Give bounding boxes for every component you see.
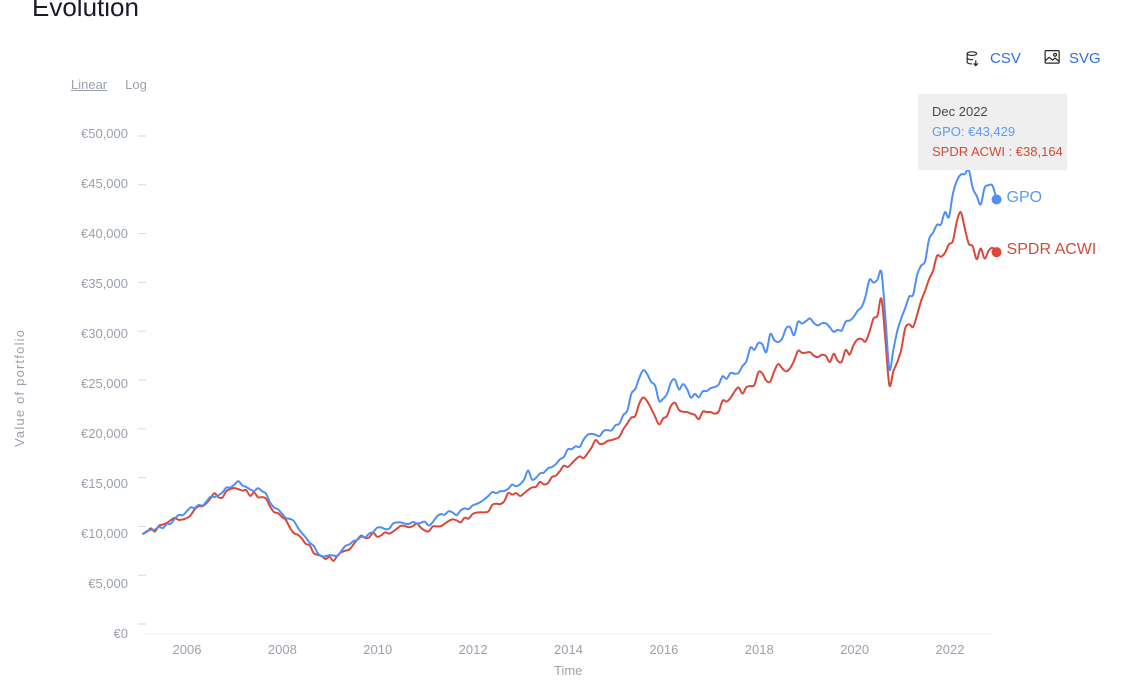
svg-text:€25,000: €25,000: [81, 376, 128, 391]
svg-text:€45,000: €45,000: [81, 176, 128, 191]
svg-text:€40,000: €40,000: [81, 226, 128, 241]
svg-text:2014: 2014: [554, 642, 583, 657]
svg-text:2006: 2006: [173, 642, 202, 657]
svg-text:€10,000: €10,000: [81, 526, 128, 541]
svg-text:2022: 2022: [936, 642, 965, 657]
svg-text:€20,000: €20,000: [81, 426, 128, 441]
svg-text:2020: 2020: [840, 642, 869, 657]
svg-text:€50,000: €50,000: [81, 126, 128, 141]
svg-text:€35,000: €35,000: [81, 276, 128, 291]
svg-text:€5,000: €5,000: [88, 576, 128, 591]
svg-text:€30,000: €30,000: [81, 326, 128, 341]
svg-text:€0: €0: [114, 626, 128, 641]
svg-text:€15,000: €15,000: [81, 476, 128, 491]
svg-text:2018: 2018: [745, 642, 774, 657]
svg-text:2016: 2016: [649, 642, 678, 657]
svg-text:2010: 2010: [363, 642, 392, 657]
svg-text:2012: 2012: [459, 642, 488, 657]
svg-text:2008: 2008: [268, 642, 297, 657]
